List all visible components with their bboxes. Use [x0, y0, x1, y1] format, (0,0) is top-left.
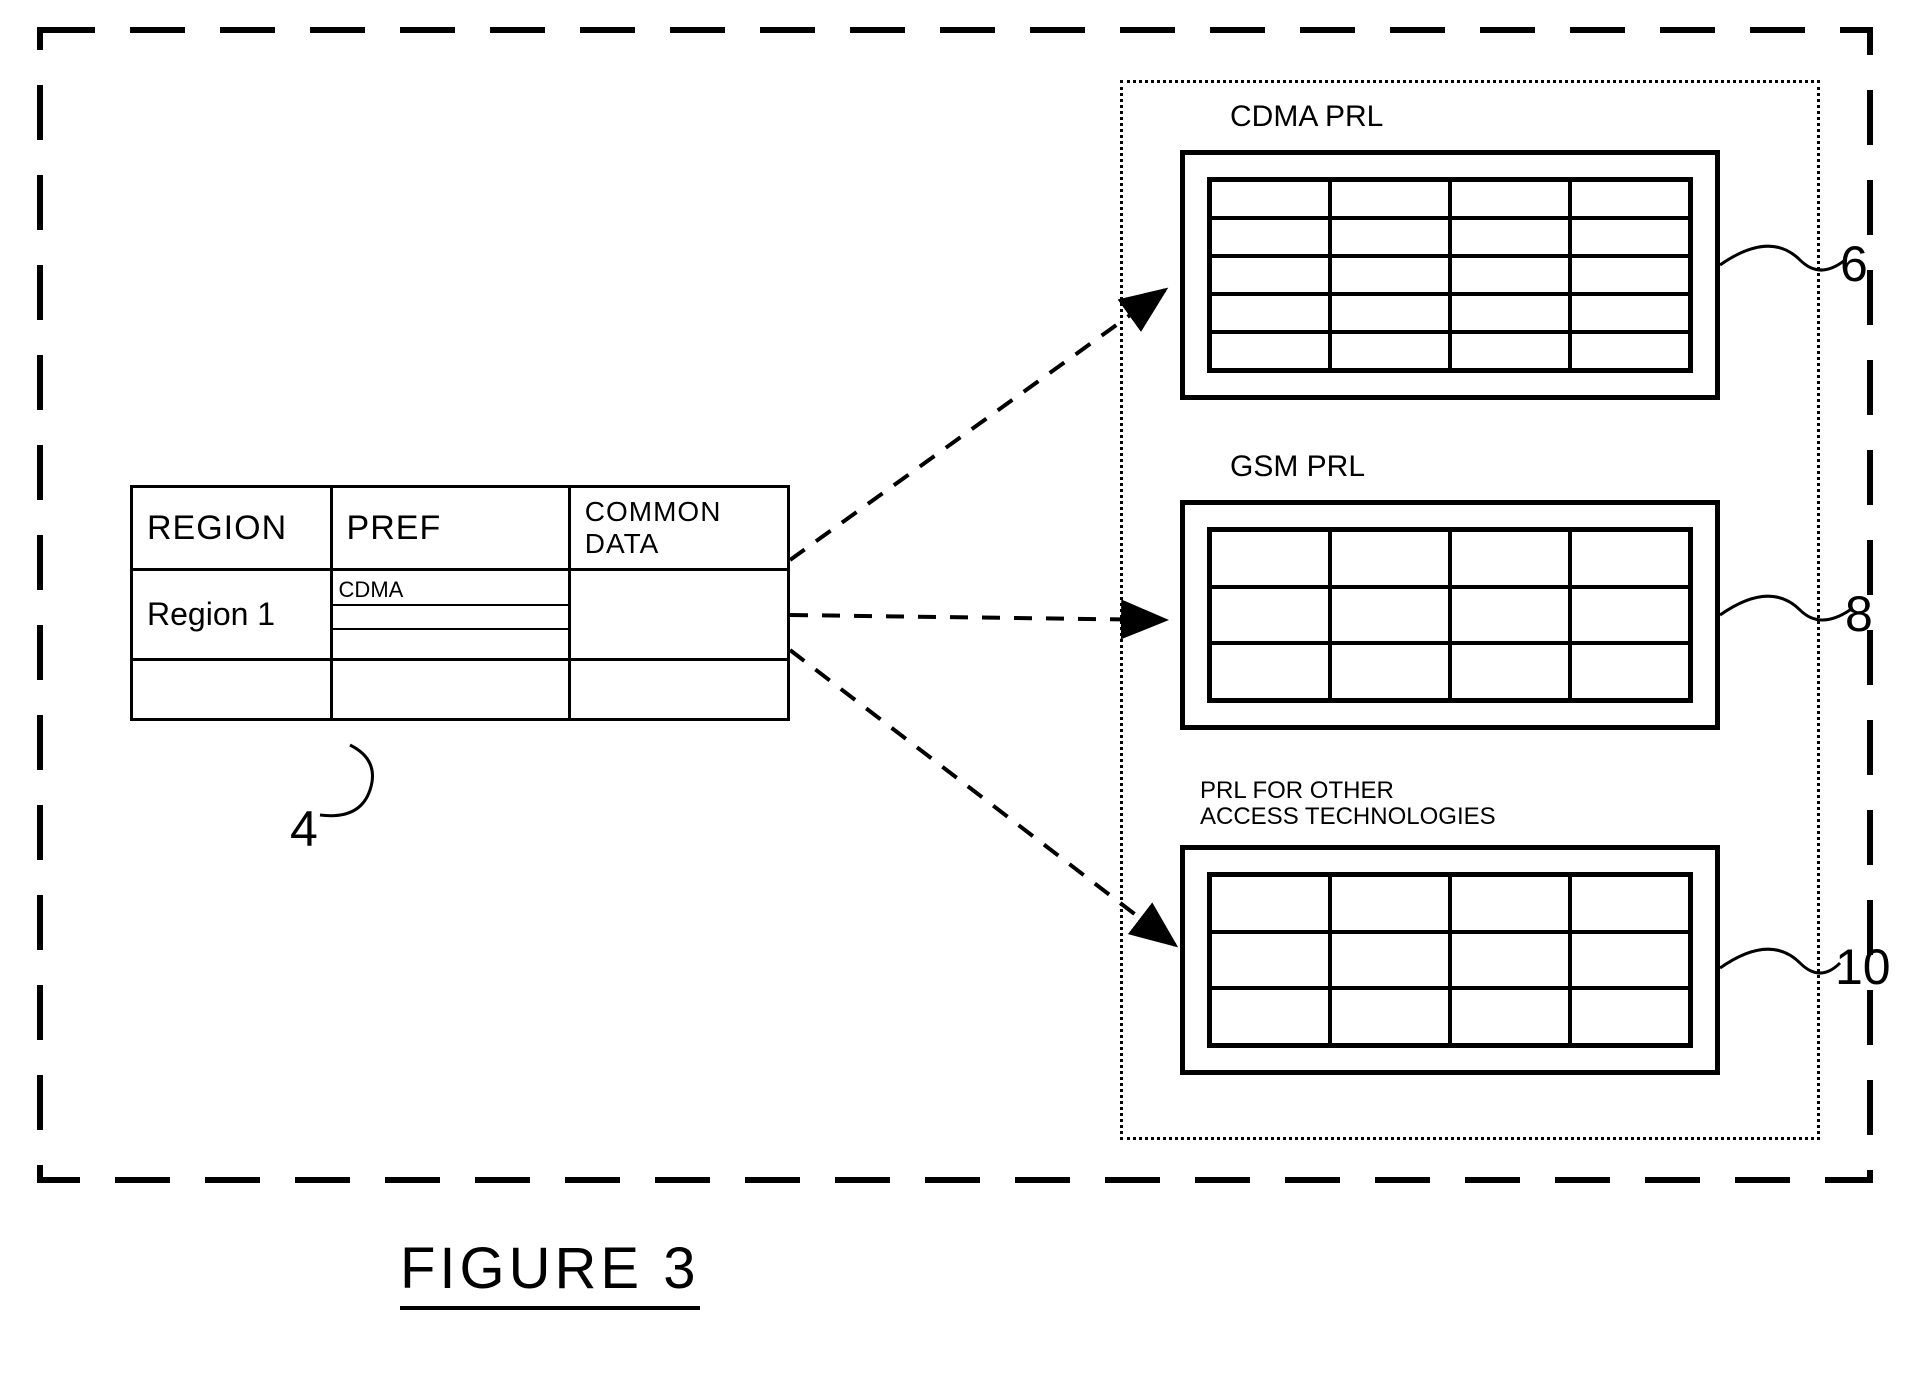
cell-pref: CDMA: [331, 570, 569, 660]
table-body: Region 1 CDMA: [132, 570, 789, 720]
pref-sub-cdma: CDMA: [333, 576, 568, 606]
grid-cell: [1450, 332, 1570, 370]
grid-cell: [1570, 180, 1690, 218]
header-common: COMMON DATA: [569, 487, 788, 570]
grid-cell: [1210, 587, 1330, 644]
grid-cell: [1330, 932, 1450, 989]
ref-label-cdma: 6: [1840, 235, 1868, 293]
prl-title-gsm: GSM PRL: [1230, 450, 1365, 484]
grid-cell: [1330, 332, 1450, 370]
grid-cell: [1450, 294, 1570, 332]
grid-cell: [1210, 988, 1330, 1045]
grid-cell: [1330, 988, 1450, 1045]
grid-cell: [1330, 256, 1450, 294]
grid-cell: [1330, 875, 1450, 932]
prl-grid-cdma: [1207, 177, 1693, 373]
grid-cell: [1330, 530, 1450, 587]
grid-cell: [1570, 294, 1690, 332]
grid-cell: [1570, 530, 1690, 587]
figure-label: FIGURE 3: [400, 1235, 700, 1310]
arrow-line: [790, 650, 1175, 945]
grid-cell: [1210, 530, 1330, 587]
region-table: REGION PREF COMMON DATA Region 1 CDMA: [130, 485, 790, 721]
arrow-line: [790, 290, 1165, 560]
arrow-line: [790, 615, 1165, 620]
grid-cell: [1450, 256, 1570, 294]
grid-cell: [1450, 988, 1570, 1045]
grid-cell: [1330, 643, 1450, 700]
grid-cell: [1570, 218, 1690, 256]
grid-cell: [1210, 294, 1330, 332]
prl-grid-gsm: [1207, 527, 1693, 703]
grid-cell: [1330, 218, 1450, 256]
ref-label-other: 10: [1835, 938, 1891, 996]
table-row: Region 1 CDMA: [132, 570, 789, 660]
grid-cell: [1210, 932, 1330, 989]
header-pref: PREF: [331, 487, 569, 570]
grid-cell: [1450, 218, 1570, 256]
grid-cell: [1330, 294, 1450, 332]
table-row: [132, 660, 789, 720]
prl-grid-other: [1207, 872, 1693, 1048]
squiggle-line: [320, 745, 373, 816]
cell-common: [569, 570, 788, 660]
grid-cell: [1450, 530, 1570, 587]
pref-sub-empty2: [333, 630, 568, 654]
grid-cell: [1450, 932, 1570, 989]
grid-cell: [1570, 256, 1690, 294]
grid-cell: [1210, 218, 1330, 256]
prl-title-other: PRL FOR OTHER ACCESS TECHNOLOGIES: [1200, 778, 1496, 831]
arrow-lines: [790, 290, 1175, 945]
grid-cell: [1450, 587, 1570, 644]
cell-region: Region 1: [132, 570, 332, 660]
pref-sub-empty1: [333, 606, 568, 630]
grid-cell: [1210, 180, 1330, 218]
prl-box-other: [1180, 845, 1720, 1075]
ref-label-gsm: 8: [1845, 585, 1873, 643]
grid-cell: [1570, 932, 1690, 989]
grid-cell: [1210, 875, 1330, 932]
grid-cell: [1570, 587, 1690, 644]
grid-cell: [1330, 587, 1450, 644]
grid-cell: [1450, 875, 1570, 932]
prl-box-cdma: [1180, 150, 1720, 400]
grid-cell: [1210, 332, 1330, 370]
grid-cell: [1330, 180, 1450, 218]
ref-label-region-table: 4: [290, 800, 318, 858]
cell-common-empty: [569, 660, 788, 720]
grid-cell: [1570, 988, 1690, 1045]
prl-title-cdma: CDMA PRL: [1230, 100, 1383, 134]
grid-cell: [1210, 256, 1330, 294]
cell-pref-empty: [331, 660, 569, 720]
grid-cell: [1570, 875, 1690, 932]
grid-cell: [1450, 643, 1570, 700]
header-region: REGION: [132, 487, 332, 570]
prl-box-gsm: [1180, 500, 1720, 730]
pref-subrows: CDMA: [333, 576, 568, 654]
grid-cell: [1570, 643, 1690, 700]
table-header-row: REGION PREF COMMON DATA: [132, 487, 789, 570]
cell-region-empty: [132, 660, 332, 720]
grid-cell: [1450, 180, 1570, 218]
grid-cell: [1570, 332, 1690, 370]
grid-cell: [1210, 643, 1330, 700]
